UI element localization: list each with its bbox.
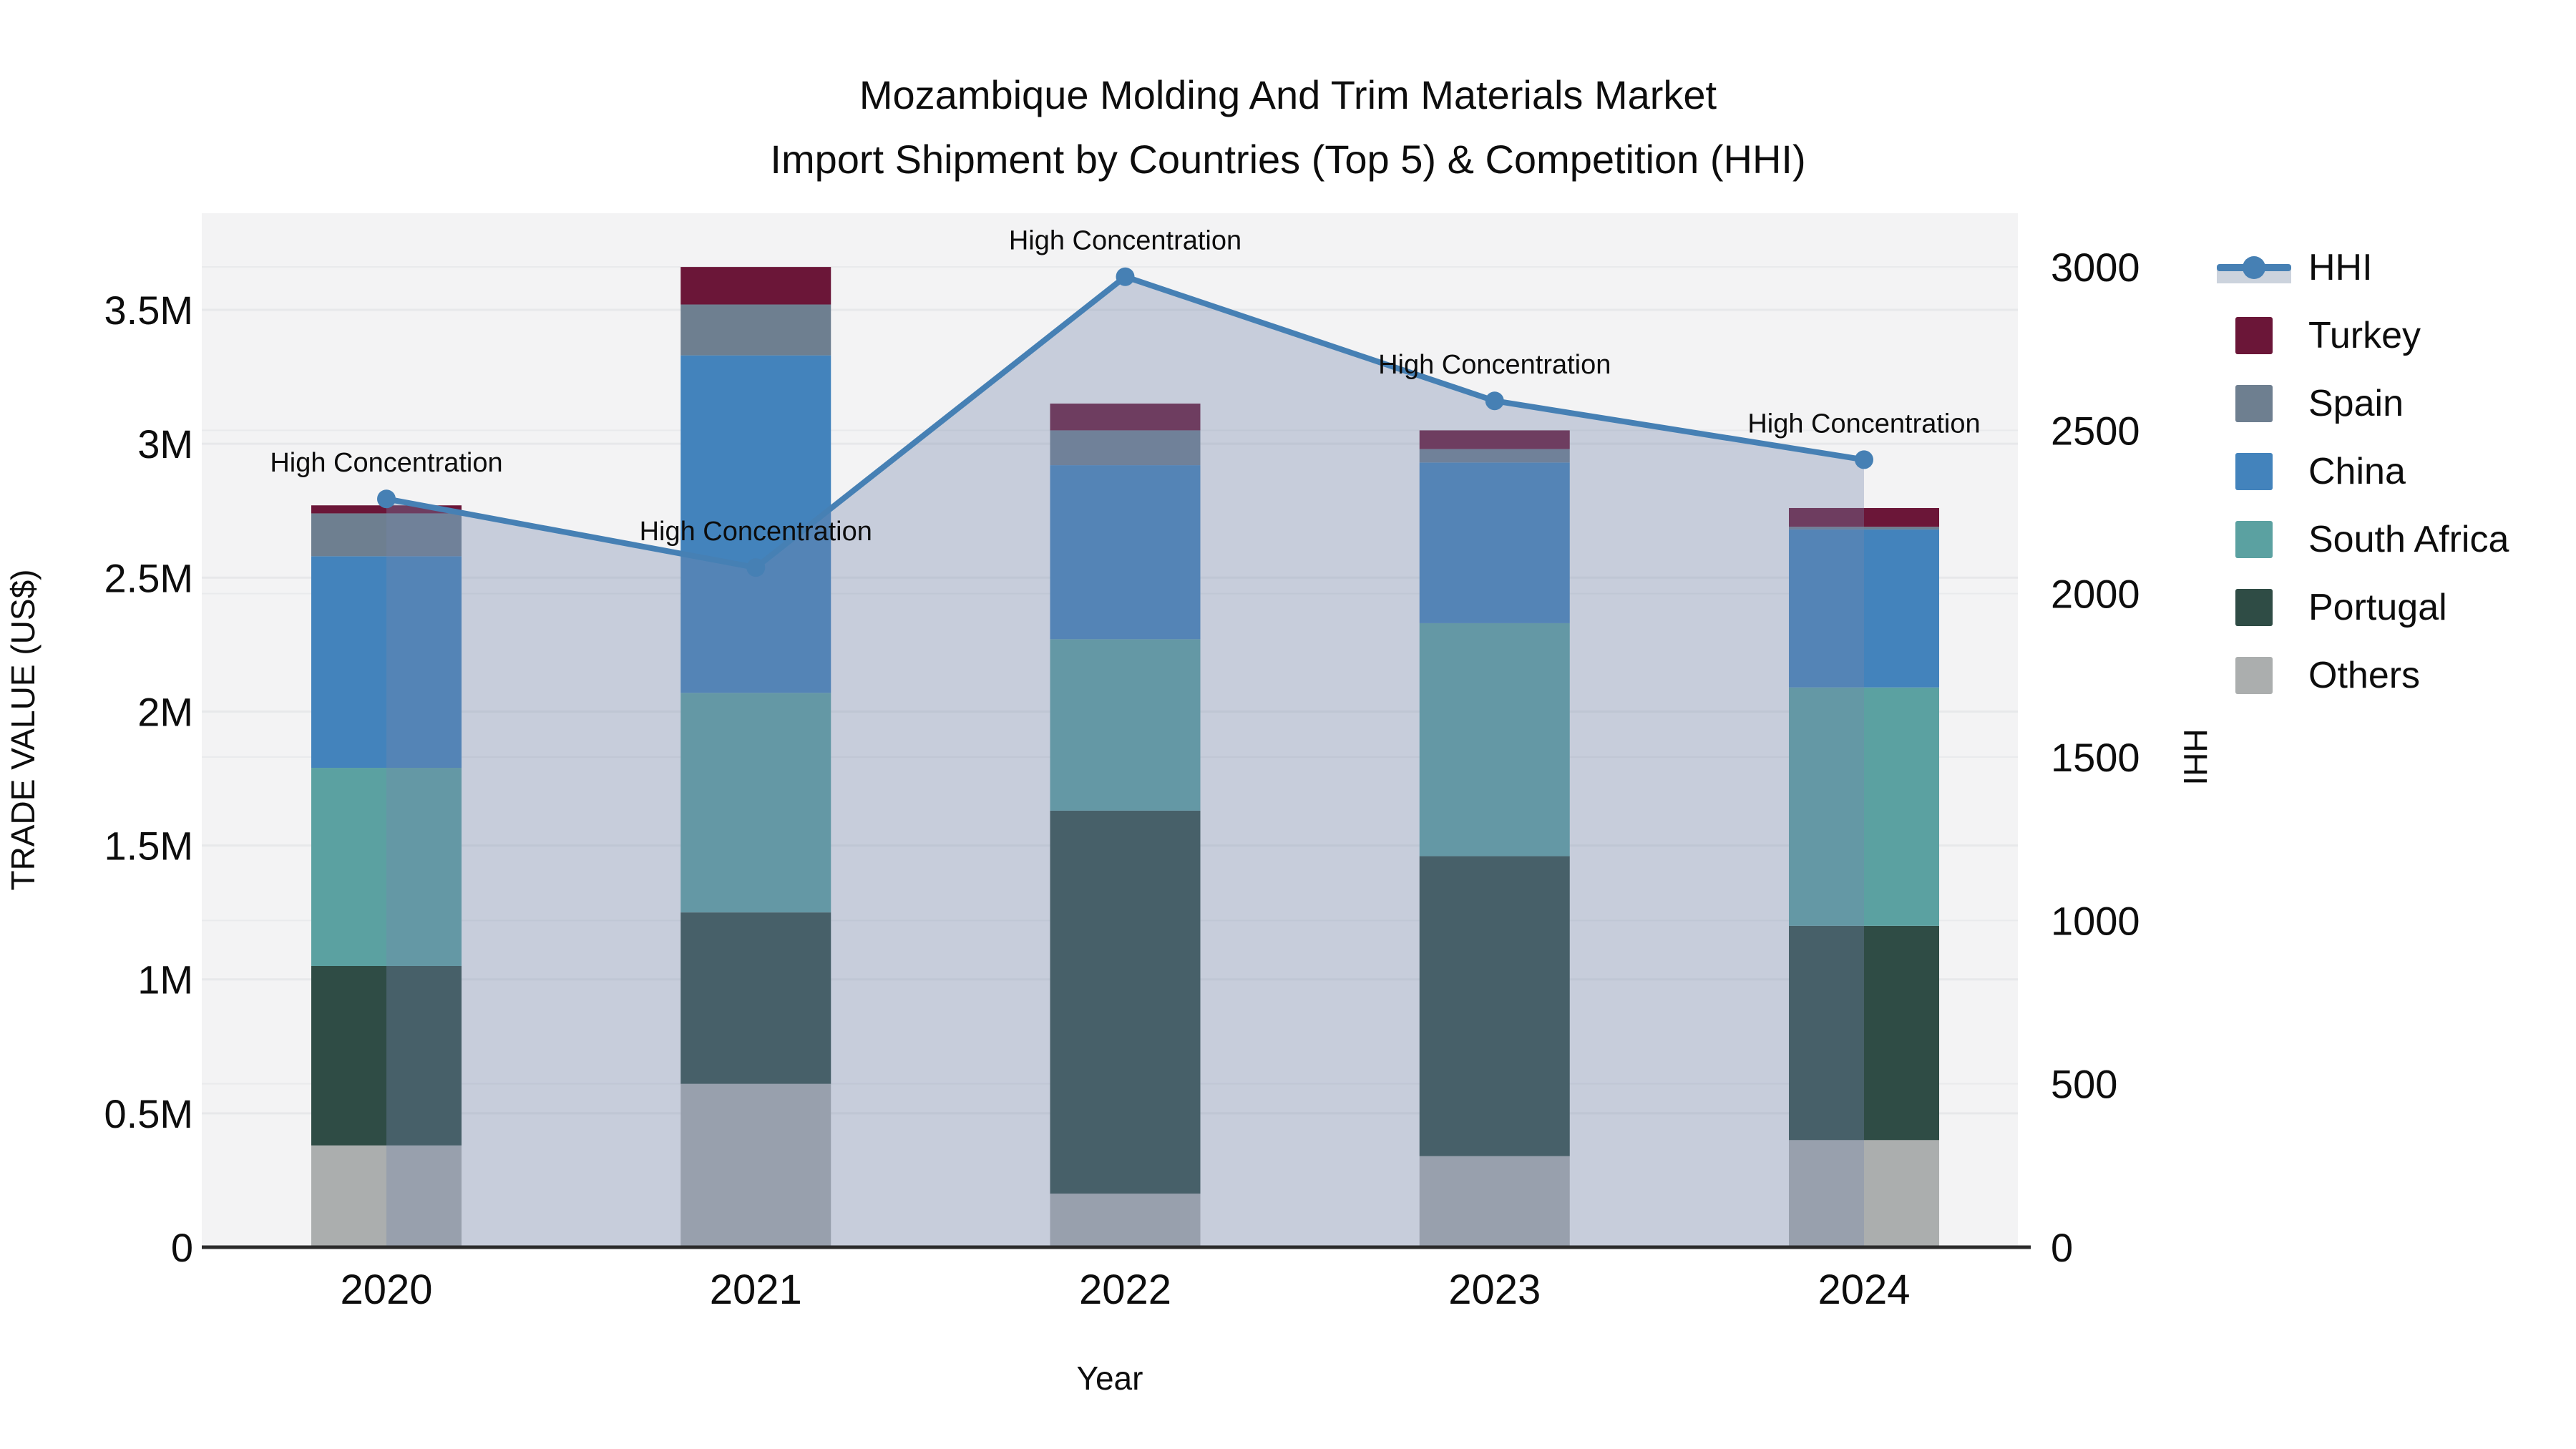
x-tick-label-2021: 2021 bbox=[710, 1267, 802, 1313]
portugal-swatch bbox=[2235, 588, 2273, 626]
annotation-2021: High Concentration bbox=[640, 517, 872, 547]
legend-label-china: China bbox=[2308, 450, 2406, 492]
turkey-swatch bbox=[2235, 316, 2273, 354]
legend-item-spain: Spain bbox=[2217, 369, 2509, 437]
annotation-2024: High Concentration bbox=[1747, 409, 1980, 439]
legend-label-portugal: Portugal bbox=[2308, 586, 2447, 628]
bar-segment-others-2021 bbox=[680, 1083, 831, 1247]
y-tick-label-0.5M: 0.5M bbox=[104, 1091, 194, 1136]
y-tick-label-2.5M: 2.5M bbox=[104, 555, 194, 600]
hhi-legend-glyph bbox=[2217, 249, 2291, 286]
y2-axis-title: HHI bbox=[2177, 728, 2214, 785]
bar-segment-others-2023 bbox=[1419, 1156, 1570, 1247]
bar-segment-portugal-2023 bbox=[1419, 856, 1570, 1156]
y2-tick-label-500: 500 bbox=[2051, 1062, 2117, 1107]
bar-segment-turkey-2020 bbox=[311, 505, 462, 514]
annotation-2020: High Concentration bbox=[270, 448, 502, 478]
bar-segment-spain-2024 bbox=[1789, 527, 1939, 530]
bar-segment-turkey-2023 bbox=[1419, 430, 1570, 449]
bar-segment-south-africa-2020 bbox=[311, 768, 462, 966]
bar-segment-spain-2022 bbox=[1050, 430, 1201, 466]
annotation-2022: High Concentration bbox=[1009, 226, 1241, 256]
y-tick-label-2M: 2M bbox=[137, 689, 193, 734]
y2-tick-label-1500: 1500 bbox=[2051, 735, 2140, 780]
y2-tick-label-0: 0 bbox=[2051, 1225, 2073, 1270]
legend-item-south-africa: South Africa bbox=[2217, 505, 2509, 573]
hhi-marker-2020 bbox=[377, 489, 396, 509]
bar-segment-south-africa-2021 bbox=[680, 693, 831, 913]
bar-segment-spain-2020 bbox=[311, 513, 462, 557]
bar-segment-others-2024 bbox=[1789, 1140, 1939, 1247]
bar-segment-spain-2021 bbox=[680, 304, 831, 356]
bar-segment-china-2021 bbox=[680, 355, 831, 693]
spain-swatch bbox=[2235, 384, 2273, 422]
legend-item-others: Others bbox=[2217, 641, 2509, 709]
south-africa-swatch bbox=[2235, 520, 2273, 558]
bar-segment-spain-2023 bbox=[1419, 449, 1570, 463]
legend-item-china: China bbox=[2217, 437, 2509, 505]
x-tick-label-2023: 2023 bbox=[1448, 1267, 1541, 1313]
bar-segment-portugal-2024 bbox=[1789, 925, 1939, 1141]
legend-label-turkey: Turkey bbox=[2308, 314, 2421, 356]
others-swatch bbox=[2235, 656, 2273, 694]
y-tick-label-3M: 3M bbox=[137, 421, 193, 467]
bar-segment-others-2022 bbox=[1050, 1194, 1201, 1247]
china-swatch bbox=[2235, 452, 2273, 490]
legend-item-portugal: Portugal bbox=[2217, 573, 2509, 641]
y-tick-label-3.5M: 3.5M bbox=[104, 288, 194, 333]
legend-item-hhi: HHI bbox=[2217, 233, 2509, 301]
bar-segment-turkey-2021 bbox=[680, 267, 831, 305]
hhi-legend-marker bbox=[2243, 255, 2265, 279]
x-tick-label-2024: 2024 bbox=[1818, 1267, 1910, 1313]
hhi-marker-2021 bbox=[746, 558, 766, 577]
bar-segment-turkey-2022 bbox=[1050, 404, 1201, 431]
legend: HHI Turkey Spain China South Africa Port… bbox=[2217, 233, 2509, 709]
y2-tick-label-2000: 2000 bbox=[2051, 572, 2140, 617]
y2-tick-label-3000: 3000 bbox=[2051, 245, 2140, 290]
bar-segment-south-africa-2024 bbox=[1789, 687, 1939, 926]
chart-title-line2: Import Shipment by Countries (Top 5) & C… bbox=[770, 137, 1806, 182]
x-axis-title: Year bbox=[1077, 1360, 1143, 1397]
bar-segment-turkey-2024 bbox=[1789, 507, 1939, 527]
bar-segment-china-2024 bbox=[1789, 529, 1939, 688]
y-tick-label-1M: 1M bbox=[137, 957, 193, 1002]
x-tick-label-2020: 2020 bbox=[340, 1267, 432, 1313]
bar-segment-china-2020 bbox=[311, 556, 462, 769]
x-tick-label-2022: 2022 bbox=[1079, 1267, 1171, 1313]
legend-label-others: Others bbox=[2308, 654, 2421, 696]
bar-segment-china-2022 bbox=[1050, 465, 1201, 640]
chart-title-line1: Mozambique Molding And Trim Materials Ma… bbox=[859, 72, 1717, 117]
legend-label-spain: Spain bbox=[2308, 382, 2404, 424]
legend-label-south-africa: South Africa bbox=[2308, 518, 2509, 560]
hhi-marker-2024 bbox=[1855, 450, 1873, 469]
y-tick-label-1.5M: 1.5M bbox=[104, 824, 194, 869]
bar-segment-others-2020 bbox=[311, 1145, 462, 1247]
bar-segment-portugal-2021 bbox=[680, 912, 831, 1084]
bar-segment-south-africa-2023 bbox=[1419, 623, 1570, 857]
hhi-marker-2023 bbox=[1485, 391, 1504, 411]
legend-item-turkey: Turkey bbox=[2217, 301, 2509, 369]
y-tick-label-0: 0 bbox=[171, 1225, 193, 1270]
hhi-area bbox=[386, 276, 1864, 1248]
y2-tick-label-1000: 1000 bbox=[2051, 898, 2140, 943]
y-axis-title: TRADE VALUE (US$) bbox=[4, 569, 42, 890]
hhi-marker-2022 bbox=[1116, 267, 1135, 286]
bar-segment-china-2023 bbox=[1419, 462, 1570, 623]
bar-segment-portugal-2022 bbox=[1050, 810, 1201, 1194]
chart-title: Mozambique Molding And Trim Materials Ma… bbox=[0, 63, 2576, 192]
y2-tick-label-2500: 2500 bbox=[2051, 408, 2140, 453]
legend-label-hhi: HHI bbox=[2308, 246, 2373, 288]
bar-segment-south-africa-2022 bbox=[1050, 639, 1201, 811]
bar-segment-portugal-2020 bbox=[311, 966, 462, 1146]
annotation-2023: High Concentration bbox=[1378, 350, 1611, 380]
